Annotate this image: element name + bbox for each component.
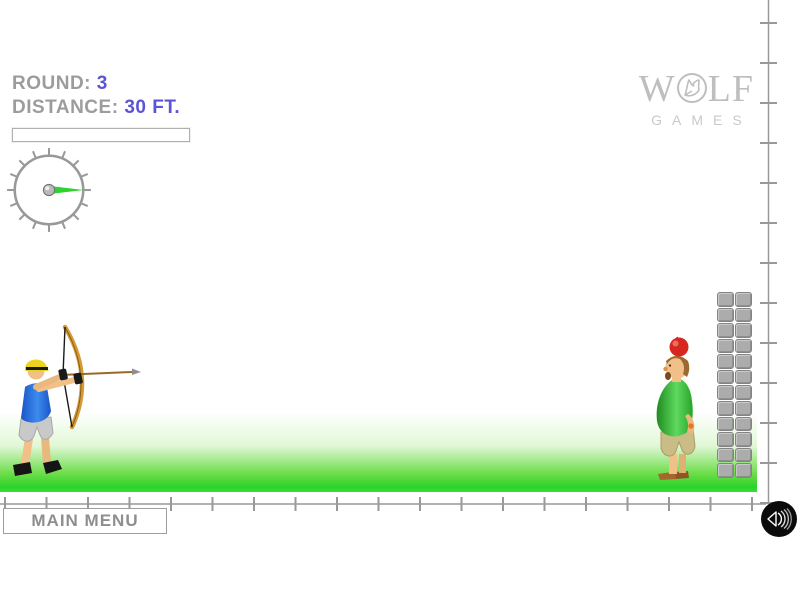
stone-block [735, 307, 752, 323]
archer[interactable] [5, 313, 145, 483]
target-leg [669, 454, 677, 474]
stone-block [735, 323, 752, 338]
logo-subtitle: GAMES [651, 112, 752, 128]
stone-block [717, 369, 734, 385]
stone-block [717, 354, 734, 369]
stone-block [735, 338, 752, 354]
hud-panel: ROUND: 3 DISTANCE: 30 FT. [7, 72, 190, 232]
archer-leg [21, 437, 33, 465]
target-goatee [665, 372, 671, 380]
stone-block [735, 432, 752, 447]
logo-letter-lf: LF [707, 68, 754, 110]
stone-block [717, 385, 734, 401]
ground [0, 412, 757, 492]
power-bar [12, 128, 190, 142]
target-nose [663, 366, 668, 372]
logo-wordmark: W LF [639, 70, 754, 108]
archer-cap-band [26, 367, 48, 370]
target-elbow [688, 423, 694, 429]
archer-wrist-guard [73, 372, 83, 385]
stone-column [717, 292, 752, 478]
stone-block [717, 416, 734, 432]
stone-block [735, 447, 752, 463]
apple [669, 337, 689, 357]
distance-line: DISTANCE: 30 FT. [12, 96, 190, 120]
archer-bow-arm [36, 376, 81, 392]
target-shirt [656, 379, 693, 437]
stone-block [717, 307, 734, 323]
target-leg [679, 454, 686, 473]
stone-block [717, 323, 734, 338]
archer-shorts [18, 416, 54, 442]
stone-block [735, 463, 752, 478]
wolf-head-icon [676, 73, 707, 103]
stone-block [717, 463, 734, 478]
speaker-icon [767, 508, 792, 530]
stone-block [717, 292, 734, 307]
stone-block [735, 401, 752, 416]
gauge-needle [51, 186, 84, 194]
distance-value: 30 FT. [124, 97, 181, 118]
round-value: 3 [96, 73, 108, 94]
stone-block [735, 416, 752, 432]
arrow-head [132, 368, 141, 375]
round-label: ROUND: [12, 73, 91, 94]
aim-gauge [7, 148, 91, 232]
target-hair [666, 356, 690, 377]
main-menu-button[interactable]: MAIN MENU [3, 508, 167, 534]
stone-block [717, 432, 734, 447]
stone-block [735, 385, 752, 401]
round-line: ROUND: 3 [12, 72, 190, 96]
wolf-games-logo: W LF GAMES [639, 70, 754, 128]
distance-label: DISTANCE: [12, 97, 119, 118]
archer-shirt [21, 383, 51, 423]
sound-toggle-button[interactable] [760, 500, 798, 538]
archer-draw-arm [33, 373, 65, 390]
target-eye [668, 364, 672, 367]
target-man [656, 336, 696, 480]
logo-letter-w: W [638, 68, 676, 110]
stone-block [735, 292, 752, 307]
stone-block [717, 447, 734, 463]
arrow-shaft [59, 371, 133, 376]
archer-shoe [43, 460, 62, 474]
archer-leg [41, 437, 51, 464]
archer-shoe [13, 462, 32, 476]
stone-block [717, 338, 734, 354]
stone-block [735, 354, 752, 369]
stone-block [735, 369, 752, 385]
stone-block [717, 401, 734, 416]
archer-wrist-guard [58, 368, 68, 381]
